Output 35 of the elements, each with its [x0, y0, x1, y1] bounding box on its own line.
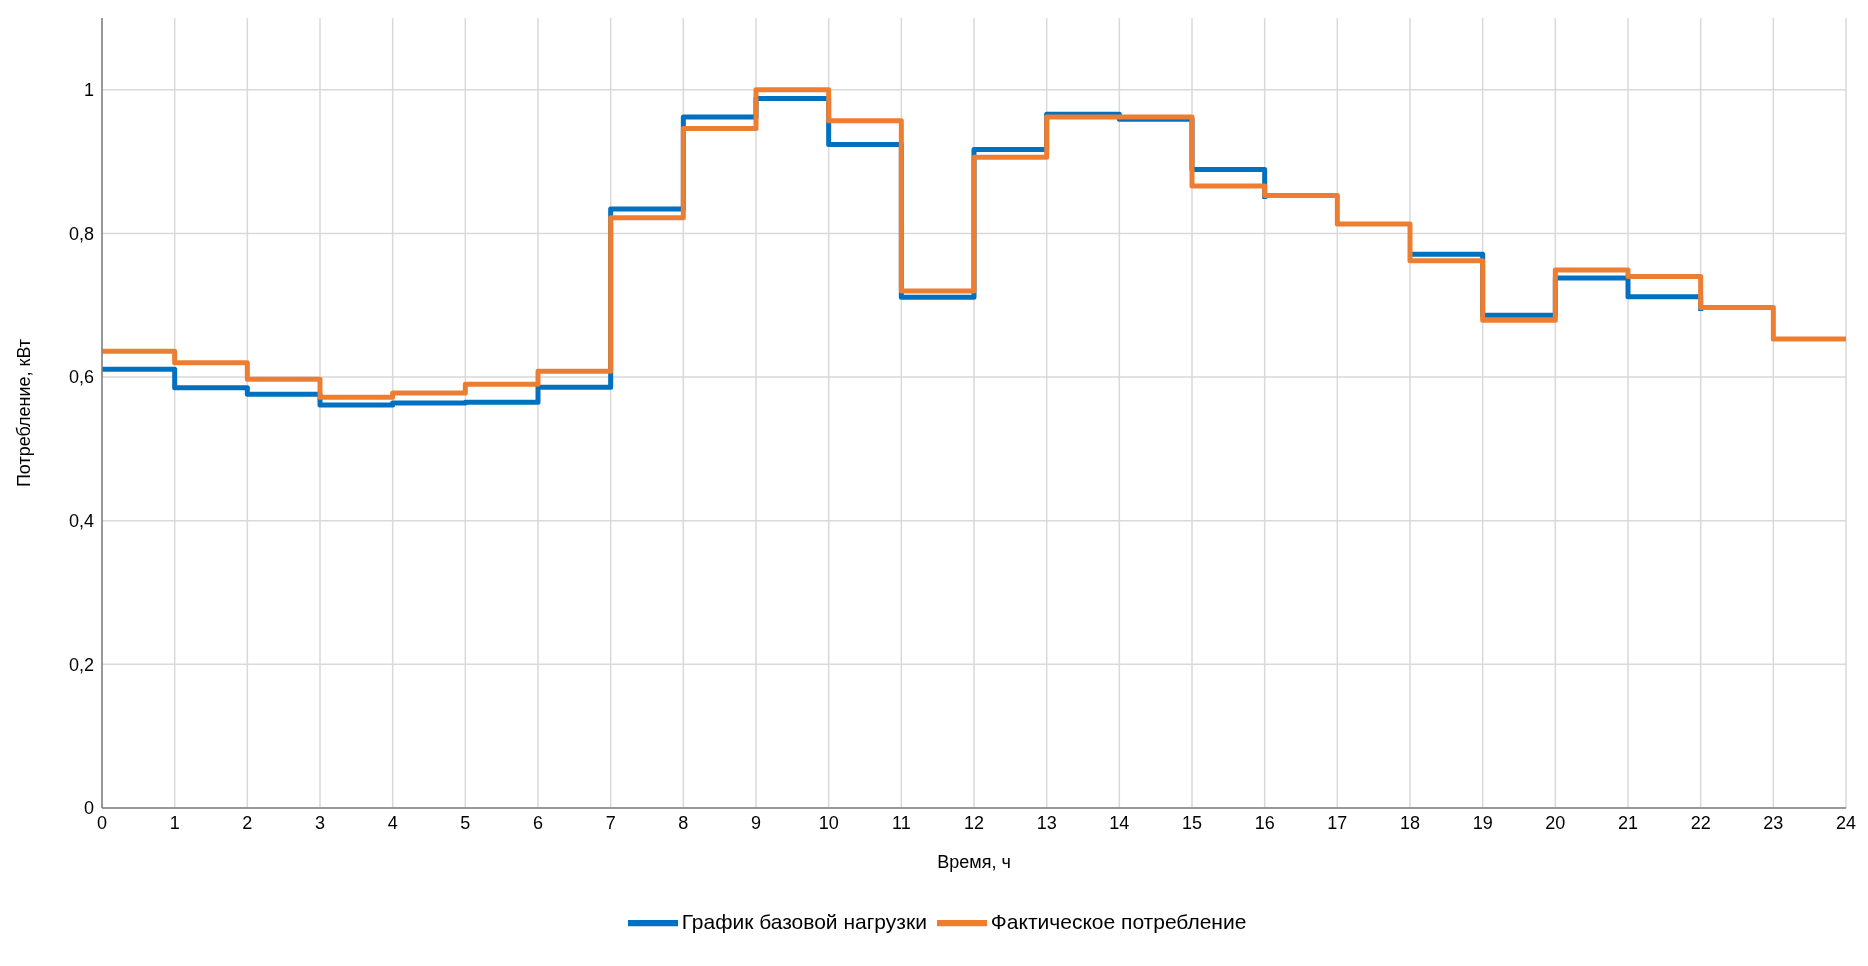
- x-tick-label: 19: [1472, 812, 1493, 833]
- x-tick-label: 17: [1327, 812, 1348, 833]
- x-tick-label: 14: [1109, 812, 1130, 833]
- y-axis-title: Потребление, кВт: [14, 338, 35, 488]
- y-tick-label: 1: [83, 80, 94, 101]
- x-axis-title: Время, ч: [937, 852, 1011, 872]
- x-tick-label: 1: [169, 812, 180, 833]
- x-tick-label: 23: [1763, 812, 1784, 833]
- x-tick-label: 22: [1690, 812, 1711, 833]
- x-tick-label: 3: [314, 812, 326, 833]
- x-tick-label: 8: [678, 812, 689, 833]
- x-tick-label: 2: [242, 812, 253, 833]
- x-tick-label: 12: [963, 812, 985, 833]
- y-tick-label: 0,8: [68, 223, 94, 244]
- x-tick-label: 13: [1036, 812, 1057, 833]
- x-tick-label: 11: [891, 812, 911, 833]
- x-tick-label: 4: [387, 812, 398, 833]
- y-tick-label: 0: [83, 798, 94, 819]
- x-tick-label: 0: [96, 812, 108, 833]
- x-tick-label: 24: [1835, 812, 1857, 833]
- y-tick-label: 0,6: [68, 367, 94, 388]
- x-tick-label: 7: [605, 812, 616, 833]
- x-tick-label: 18: [1399, 812, 1421, 833]
- y-tick-label: 0,4: [68, 511, 94, 532]
- y-tick-label: 0,2: [68, 654, 94, 675]
- x-tick-label: 20: [1545, 812, 1566, 833]
- x-tick-label: 6: [532, 812, 544, 833]
- x-tick-label: 21: [1617, 812, 1639, 833]
- legend-label: График базовой нагрузки: [681, 909, 927, 933]
- legend-label: Фактическое потребление: [990, 909, 1247, 933]
- x-tick-label: 15: [1181, 812, 1203, 833]
- x-tick-label: 10: [818, 812, 839, 833]
- x-tick-label: 5: [460, 812, 471, 833]
- x-tick-label: 9: [750, 812, 762, 833]
- x-tick-label: 16: [1254, 812, 1275, 833]
